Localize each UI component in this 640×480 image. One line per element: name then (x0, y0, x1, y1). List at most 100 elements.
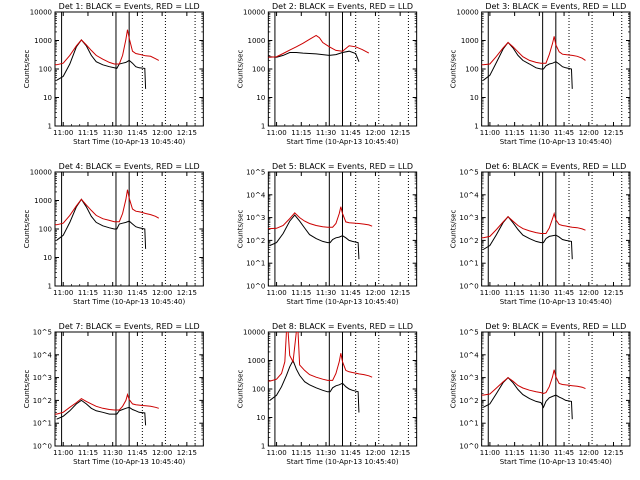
y-tick-label: 1000 (34, 37, 52, 45)
x-tick-label: 12:00 (365, 449, 385, 457)
x-tick-label: 11:15 (78, 129, 98, 137)
y-tick-label: 10^2 (33, 397, 52, 405)
x-tick-label: 11:45 (554, 129, 574, 137)
y-tick-label: 10^0 (246, 283, 265, 291)
x-tick-label: 12:15 (390, 449, 410, 457)
black-series-line (269, 214, 360, 260)
y-tick-label: 1 (474, 123, 478, 131)
red-series-line (481, 211, 586, 239)
y-axis-label: Counts/sec (236, 210, 244, 249)
chart-title: Det 4: BLACK = Events, RED = LLD (59, 162, 200, 171)
y-axis-label: Counts/sec (23, 370, 31, 409)
y-tick-label: 100 (252, 386, 265, 394)
x-tick-label: 11:30 (529, 289, 549, 297)
red-series-line (268, 206, 373, 230)
red-series-line (481, 36, 586, 66)
y-tick-label: 10^2 (459, 237, 478, 245)
y-tick-label: 100 (39, 66, 52, 74)
chart-title: Det 9: BLACK = Events, RED = LLD (485, 322, 626, 331)
y-tick-label: 10^0 (33, 443, 52, 451)
y-tick-label: 10^2 (459, 397, 478, 405)
y-tick-label: 1 (261, 443, 265, 451)
y-tick-label: 10^5 (459, 329, 478, 337)
chart-title: Det 8: BLACK = Events, RED = LLD (272, 322, 413, 331)
y-tick-label: 10000 (243, 329, 265, 337)
y-tick-label: 10 (43, 254, 52, 262)
x-tick-label: 11:30 (316, 449, 336, 457)
y-tick-label: 10^3 (459, 374, 478, 382)
x-tick-label: 12:15 (390, 289, 410, 297)
black-series-line (56, 399, 147, 426)
chart-title: Det 1: BLACK = Events, RED = LLD (59, 2, 200, 11)
x-axis-label: Start Time (10-Apr-13 10:45:40) (286, 458, 398, 466)
x-tick-label: 11:15 (505, 289, 525, 297)
x-tick-label: 11:30 (529, 129, 549, 137)
red-series-line (268, 34, 370, 58)
x-axis-label: Start Time (10-Apr-13 10:45:40) (500, 298, 612, 306)
y-tick-label: 10^0 (459, 283, 478, 291)
y-tick-label: 1 (48, 283, 52, 291)
x-tick-label: 12:00 (365, 289, 385, 297)
chart-panel: Det 3: BLACK = Events, RED = LLD 1 10 100 10… (450, 2, 631, 146)
x-tick-label: 12:15 (390, 129, 410, 137)
y-tick-label: 1000 (34, 197, 52, 205)
x-tick-label: 11:45 (127, 449, 147, 457)
y-axis-label: Counts/sec (450, 50, 458, 89)
x-axis-label: Start Time (10-Apr-13 10:45:40) (500, 138, 612, 146)
x-tick-label: 11:45 (127, 289, 147, 297)
x-tick-label: 11:45 (554, 449, 574, 457)
y-tick-label: 10^1 (459, 420, 478, 428)
x-tick-label: 11:45 (554, 289, 574, 297)
x-tick-label: 12:00 (152, 289, 172, 297)
x-tick-label: 11:45 (341, 449, 361, 457)
chart-panel: Det 2: BLACK = Events, RED = LLD 1 10 100 10… (236, 2, 418, 146)
black-series-line (56, 39, 147, 89)
chart-title: Det 6: BLACK = Events, RED = LLD (485, 162, 626, 171)
black-series-line (268, 50, 360, 62)
x-tick-label: 12:15 (603, 129, 623, 137)
x-tick-label: 11:15 (291, 289, 311, 297)
y-tick-label: 10^4 (33, 351, 53, 359)
y-tick-label: 1 (261, 123, 265, 131)
y-tick-label: 10000 (30, 169, 52, 177)
chart-title: Det 2: BLACK = Events, RED = LLD (272, 2, 413, 11)
x-tick-label: 12:00 (579, 449, 599, 457)
y-tick-label: 10^1 (33, 420, 52, 428)
x-tick-label: 12:00 (579, 289, 599, 297)
y-tick-label: 10000 (243, 9, 265, 17)
y-tick-label: 10^3 (33, 374, 52, 382)
x-tick-label: 11:00 (266, 289, 286, 297)
y-tick-label: 10^4 (246, 191, 266, 199)
x-tick-label: 11:15 (78, 449, 98, 457)
x-tick-label: 11:45 (127, 129, 147, 137)
y-tick-label: 1000 (248, 37, 266, 45)
x-tick-label: 11:30 (103, 449, 123, 457)
y-axis-label: Counts/sec (23, 210, 31, 249)
x-tick-label: 11:00 (480, 289, 500, 297)
x-tick-label: 11:45 (341, 129, 361, 137)
y-tick-label: 10000 (456, 9, 478, 17)
x-tick-label: 11:30 (316, 129, 336, 137)
x-axis-label: Start Time (10-Apr-13 10:45:40) (286, 138, 398, 146)
y-axis-label: Counts/sec (450, 210, 458, 249)
y-tick-label: 10000 (30, 9, 52, 17)
x-tick-label: 11:30 (103, 129, 123, 137)
chart-panel: Det 5: BLACK = Events, RED = LLD 10^0 10^1… (236, 162, 418, 306)
chart-title: Det 3: BLACK = Events, RED = LLD (485, 2, 626, 11)
y-axis-label: Counts/sec (236, 50, 244, 89)
y-tick-label: 100 (252, 66, 265, 74)
x-axis-label: Start Time (10-Apr-13 10:45:40) (286, 298, 398, 306)
y-tick-label: 1000 (461, 37, 479, 45)
y-tick-label: 10 (256, 94, 265, 102)
x-tick-label: 12:00 (152, 129, 172, 137)
x-tick-label: 11:15 (291, 129, 311, 137)
x-tick-label: 11:30 (316, 289, 336, 297)
chart-panel: Det 4: BLACK = Events, RED = LLD 1 10 100 10… (23, 162, 204, 306)
x-tick-label: 11:00 (53, 129, 73, 137)
x-tick-label: 12:15 (603, 449, 623, 457)
red-series-line (55, 392, 159, 415)
y-tick-label: 10^4 (459, 351, 479, 359)
x-tick-label: 11:30 (103, 289, 123, 297)
x-axis-label: Start Time (10-Apr-13 10:45:40) (73, 458, 185, 466)
